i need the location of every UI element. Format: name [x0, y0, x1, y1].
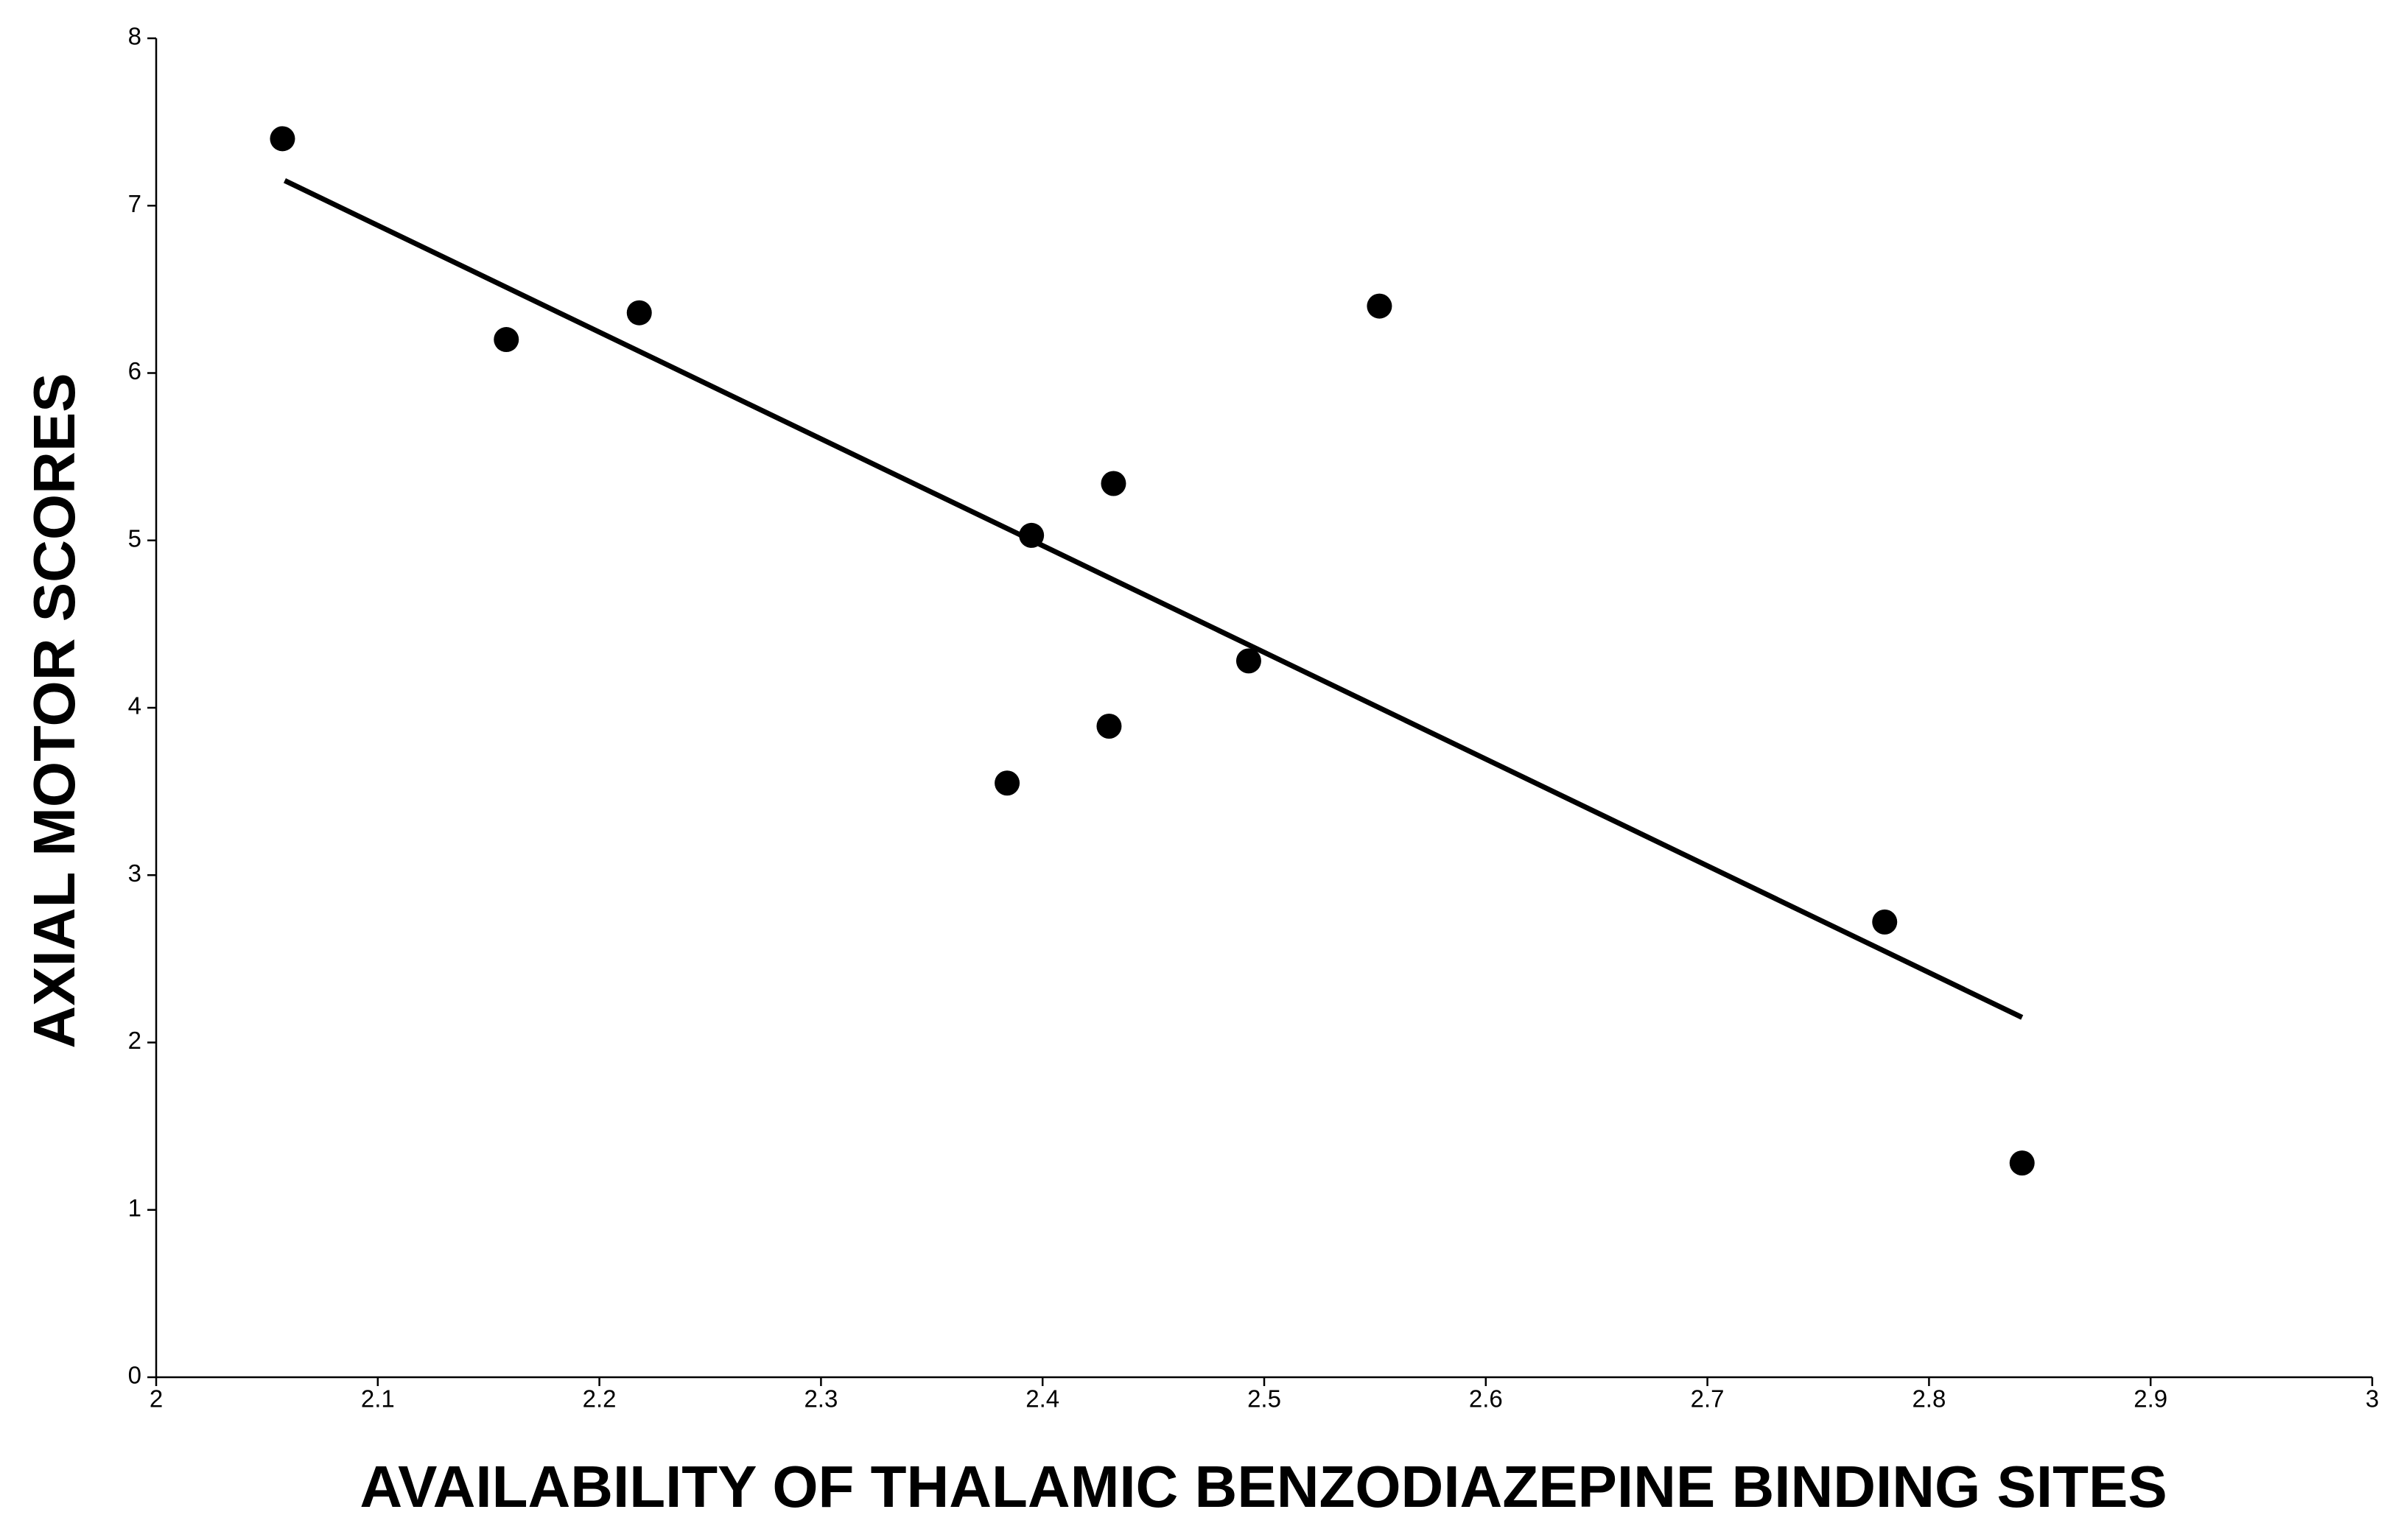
point: [1019, 522, 1045, 548]
point: [1367, 293, 1392, 319]
point: [626, 300, 652, 326]
point: [2009, 1150, 2035, 1176]
point: [1235, 648, 1261, 674]
x-tick-label: 2.1: [361, 1385, 395, 1413]
point: [270, 126, 295, 152]
x-tick-label: 2.5: [1247, 1385, 1281, 1413]
x-tick-label: 2.9: [2134, 1385, 2167, 1413]
fit-line: [283, 178, 2024, 1020]
y-tick-label: 1: [128, 1194, 141, 1221]
point: [1872, 909, 1898, 935]
point: [995, 770, 1020, 796]
y-tick-label: 4: [128, 692, 141, 720]
x-tick-label: 2.3: [804, 1385, 838, 1413]
y-tick-label: 3: [128, 859, 141, 887]
x-tick-label: 2: [150, 1385, 163, 1413]
y-tick-label: 2: [128, 1027, 141, 1054]
y-tick-label: 8: [128, 23, 141, 50]
point: [494, 327, 519, 353]
y-tick-label: 5: [128, 524, 141, 552]
y-tick-label: 0: [128, 1362, 141, 1389]
x-tick-label: 2.7: [1691, 1385, 1725, 1413]
x-tick-label: 2.8: [1912, 1385, 1946, 1413]
y-tick-label: 7: [128, 190, 141, 217]
point: [1101, 471, 1126, 496]
x-tick-label: 2.6: [1469, 1385, 1503, 1413]
x-tick-label: 3: [2366, 1385, 2379, 1413]
x-tick-label: 2.2: [583, 1385, 617, 1413]
x-tick-label: 2.4: [1026, 1385, 1059, 1413]
x-axis-title: AVAILABILITY OF THALAMIC BENZODIAZEPINE …: [360, 1454, 2167, 1519]
y-tick-label: 6: [128, 357, 141, 384]
y-axis-title: AXIAL MOTOR SCORES: [21, 373, 87, 1048]
point: [1096, 713, 1122, 739]
